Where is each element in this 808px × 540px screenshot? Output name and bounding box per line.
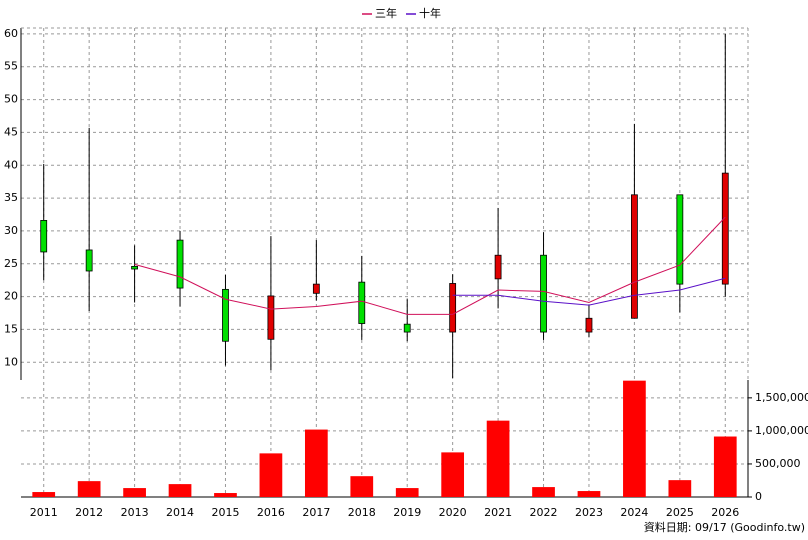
candle-body xyxy=(403,323,411,333)
x-tick-label: 2016 xyxy=(257,506,285,519)
candle-body xyxy=(131,265,138,270)
volume-bar xyxy=(214,493,237,497)
x-tick-label: 2011 xyxy=(30,506,58,519)
y-tick-label: 60 xyxy=(4,27,18,40)
y-tick-label: 15 xyxy=(4,322,18,335)
legend-label: 十年 xyxy=(419,6,441,20)
x-tick-label: 2024 xyxy=(620,506,648,519)
volume-bar xyxy=(668,480,692,497)
x-tick-label: 2021 xyxy=(484,506,512,519)
candle-body xyxy=(85,249,93,272)
volume-bar xyxy=(486,420,510,497)
x-tick-label: 2020 xyxy=(439,506,467,519)
y2-tick-label: 500,000 xyxy=(755,457,801,470)
x-tick-label: 2022 xyxy=(530,506,558,519)
candle-body xyxy=(312,283,320,294)
x-tick-label: 2012 xyxy=(75,506,103,519)
candle-body xyxy=(721,172,729,285)
x-tick-label: 2018 xyxy=(348,506,376,519)
y-tick-label: 30 xyxy=(4,224,18,237)
candle-body xyxy=(222,288,229,342)
x-tick-label: 2026 xyxy=(711,506,739,519)
candle-body xyxy=(494,254,502,280)
y-tick-label: 50 xyxy=(4,93,18,106)
x-tick-label: 2013 xyxy=(121,506,149,519)
x-tick-label: 2017 xyxy=(302,506,330,519)
candle-body xyxy=(676,194,684,285)
volume-bar xyxy=(77,481,101,497)
y2-tick-label: 1,500,000 xyxy=(755,391,808,404)
volume-bar xyxy=(713,436,737,497)
y-tick-label: 25 xyxy=(4,257,18,270)
x-tick-label: 2023 xyxy=(575,506,603,519)
ma-line xyxy=(134,216,726,315)
candle-body xyxy=(176,239,184,289)
candle-body xyxy=(540,254,547,333)
x-tick-label: 2015 xyxy=(211,506,239,519)
y2-tick-label: 1,000,000 xyxy=(755,424,808,437)
candle-body xyxy=(631,194,638,319)
footer: 資料日期: 09/17 (Goodinfo.tw) xyxy=(644,520,805,534)
volume-bar xyxy=(577,491,601,497)
y-tick-label: 35 xyxy=(4,191,18,204)
volume-bar xyxy=(32,492,56,497)
volume-bar xyxy=(304,429,328,497)
candle-body xyxy=(267,295,275,340)
y-tick-label: 55 xyxy=(4,60,18,73)
candle-body xyxy=(585,317,593,333)
x-tick-label: 2014 xyxy=(166,506,194,519)
y-tick-label: 40 xyxy=(4,158,18,171)
candle-body xyxy=(40,220,48,253)
y-tick-label: 10 xyxy=(4,355,18,368)
ma-line xyxy=(452,277,726,306)
y2-tick-label: 0 xyxy=(755,490,762,503)
volume-bar xyxy=(259,453,283,497)
x-tick-label: 2025 xyxy=(666,506,694,519)
candle-body xyxy=(449,283,457,333)
volume-bar xyxy=(532,487,555,497)
legend-label: 三年 xyxy=(375,6,397,20)
volume-bar xyxy=(623,380,646,497)
candle-body xyxy=(358,281,366,324)
volume-bar xyxy=(123,488,146,497)
volume-bar xyxy=(168,484,192,497)
y-tick-label: 45 xyxy=(4,125,18,138)
y-tick-label: 20 xyxy=(4,290,18,303)
volume-bar xyxy=(350,476,374,497)
x-tick-label: 2019 xyxy=(393,506,421,519)
volume-bar xyxy=(395,488,419,497)
volume-bar xyxy=(441,452,465,497)
